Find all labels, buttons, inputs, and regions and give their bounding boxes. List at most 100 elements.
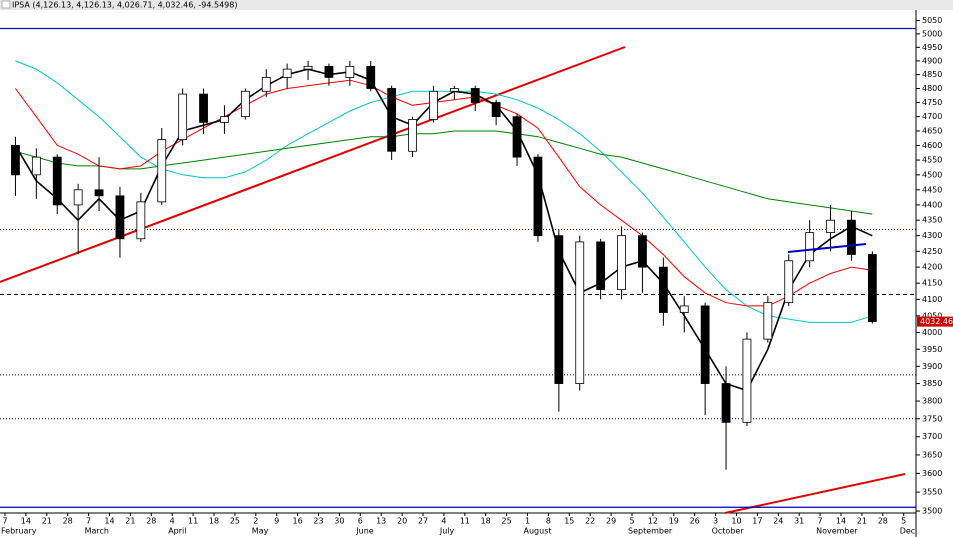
x-tick-label: 28 xyxy=(146,517,156,526)
candle-body xyxy=(826,219,835,233)
y-tick-label: 4800 xyxy=(922,84,942,93)
x-tick-label: 7 xyxy=(86,517,91,526)
x-tick-label: 7 xyxy=(2,517,7,526)
candle-body xyxy=(617,235,626,291)
x-tick-label: 15 xyxy=(564,517,574,526)
y-tick-label: 3600 xyxy=(922,469,942,478)
x-tick-label: 6 xyxy=(358,517,363,526)
candle-body xyxy=(742,338,752,423)
month-label: March xyxy=(85,527,109,536)
trend-line xyxy=(0,46,626,283)
y-tick-label: 4600 xyxy=(922,141,942,150)
candle-body xyxy=(638,235,647,268)
x-tick-label: 24 xyxy=(773,517,783,526)
x-tick-label: 8 xyxy=(546,517,551,526)
candle-body xyxy=(345,65,355,78)
candle-body xyxy=(429,90,438,120)
candle-body xyxy=(136,201,146,240)
y-tick-label: 4850 xyxy=(922,70,942,79)
candle-body xyxy=(261,76,271,92)
y-tick-label: 4900 xyxy=(922,56,942,65)
x-tick-label: 23 xyxy=(313,517,323,526)
x-tick-label: 10 xyxy=(731,517,741,526)
y-tick-label: 3950 xyxy=(922,345,942,354)
x-tick-label: 9 xyxy=(274,517,279,526)
x-tick-label: 4 xyxy=(170,517,175,526)
month-label: August xyxy=(524,527,552,536)
candle-body xyxy=(31,156,41,176)
x-tick-label: 1 xyxy=(525,517,530,526)
candle-body xyxy=(658,266,668,313)
x-tick-label: 14 xyxy=(104,517,114,526)
candle-body xyxy=(533,156,543,237)
candle-body xyxy=(721,383,731,423)
candle-body xyxy=(847,219,856,255)
x-tick-label: 16 xyxy=(293,517,303,526)
x-tick-label: 21 xyxy=(125,517,135,526)
month-label: November xyxy=(816,527,858,536)
trend-line xyxy=(787,243,867,253)
candle-body xyxy=(94,189,104,197)
y-tick-label: 4550 xyxy=(922,156,942,165)
candle-body xyxy=(52,156,62,206)
candle-body xyxy=(805,232,815,262)
plot-area: February March April May June July August Septe… xyxy=(0,27,942,536)
candle-body xyxy=(157,139,167,203)
y-tick-label: 3750 xyxy=(922,414,942,423)
x-tick-label: 12 xyxy=(648,517,658,526)
y-tick-label: 4200 xyxy=(922,263,942,272)
last-price-label: 4032.46 xyxy=(920,317,953,326)
month-label: June xyxy=(355,527,374,536)
header-bar xyxy=(0,0,953,10)
candle-body xyxy=(784,260,794,304)
month-label: October xyxy=(712,527,745,536)
y-tick-label: 4950 xyxy=(922,43,942,52)
y-tick-label: 4300 xyxy=(922,231,942,240)
x-tick-label: 7 xyxy=(818,517,823,526)
candle-body xyxy=(220,116,229,123)
candle-body xyxy=(282,68,292,78)
x-tick-label: 3 xyxy=(713,517,718,526)
candle-body xyxy=(700,305,710,384)
x-tick-label: 13 xyxy=(376,517,386,526)
y-tick-label: 3550 xyxy=(922,488,942,497)
chart-title: IPSA (4,126.13, 4,126.13, 4,026.71, 4,03… xyxy=(12,1,237,10)
y-tick-label: 5000 xyxy=(922,29,942,38)
candle-body xyxy=(596,241,606,291)
x-tick-label: 25 xyxy=(230,517,240,526)
overlay xyxy=(787,243,867,253)
candle-body xyxy=(199,93,208,123)
x-tick-label: 27 xyxy=(418,517,428,526)
candle-body xyxy=(449,88,459,92)
x-tick-label: 28 xyxy=(878,517,888,526)
candle-body xyxy=(491,102,501,118)
y-tick-label: 4150 xyxy=(922,279,942,288)
last-price-box xyxy=(917,316,953,327)
y-tick-label: 4450 xyxy=(922,185,942,194)
month-label: April xyxy=(168,527,186,536)
x-tick-label: 19 xyxy=(669,517,679,526)
y-tick-label: 4350 xyxy=(922,216,942,225)
candle-body xyxy=(470,88,480,103)
month-label: May xyxy=(252,527,269,536)
x-tick-label: 31 xyxy=(794,517,804,526)
month-label: February xyxy=(1,527,37,536)
candle-body xyxy=(73,189,83,206)
candle-body xyxy=(11,145,20,176)
y-tick-label: 3700 xyxy=(922,432,942,441)
month-label: September xyxy=(628,527,673,536)
month-label: December xyxy=(900,527,942,536)
x-tick-label: 17 xyxy=(752,517,762,526)
x-tick-label: 28 xyxy=(63,517,73,526)
trend-line xyxy=(724,473,906,514)
y-tick-label: 4400 xyxy=(922,200,942,209)
y-tick-label: 4100 xyxy=(922,295,942,304)
x-tick-label: 30 xyxy=(334,517,344,526)
candle-body xyxy=(763,302,773,340)
x-tick-label: 5 xyxy=(629,517,634,526)
y-tick-label: 3850 xyxy=(922,379,942,388)
candle-body xyxy=(679,305,689,313)
y-tick-label: 4650 xyxy=(922,126,942,135)
